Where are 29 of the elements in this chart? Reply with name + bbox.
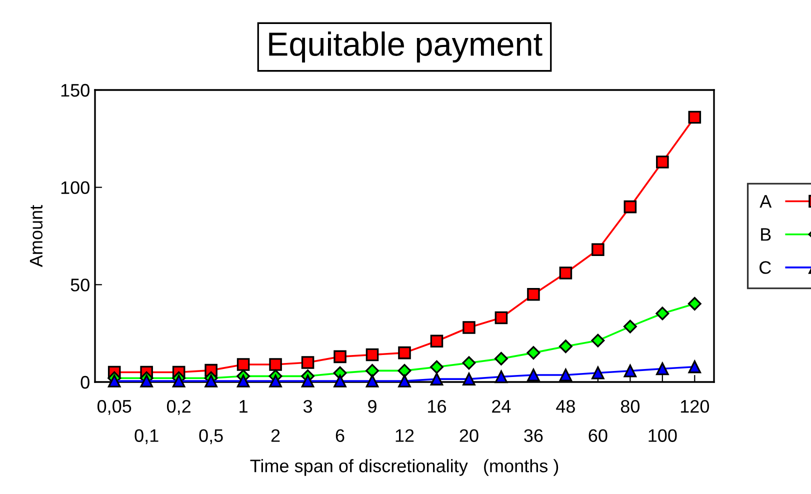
legend-label: C bbox=[760, 261, 771, 274]
x-tick-label: 9 bbox=[368, 400, 376, 413]
x-tick-label: 0,5 bbox=[199, 429, 223, 444]
x-tick-label: 2 bbox=[271, 429, 280, 442]
y-tick-label: 0 bbox=[80, 376, 90, 389]
x-tick-label: 0,05 bbox=[97, 400, 132, 415]
x-tick-label: 0,2 bbox=[166, 400, 190, 415]
x-tick-label: 48 bbox=[556, 400, 575, 413]
x-tick-label: 16 bbox=[428, 400, 446, 413]
y-axis-title: Amount bbox=[30, 205, 43, 268]
chart-title: Equitable payment bbox=[269, 31, 542, 63]
x-tick-label: 24 bbox=[492, 400, 511, 413]
legend-label: A bbox=[760, 195, 772, 208]
y-tick-label: 50 bbox=[70, 278, 90, 292]
x-tick-label: 60 bbox=[588, 429, 608, 442]
x-tick-label: 6 bbox=[336, 429, 344, 442]
y-tick-label: 100 bbox=[61, 181, 90, 194]
legend-label: B bbox=[761, 228, 771, 241]
x-tick-label: 120 bbox=[680, 400, 710, 413]
y-tick-label: 150 bbox=[61, 84, 90, 97]
x-tick-label: 80 bbox=[620, 400, 640, 413]
x-tick-label: 3 bbox=[303, 400, 312, 413]
x-tick-label: 12 bbox=[396, 429, 414, 442]
x-tick-label: 100 bbox=[648, 429, 677, 442]
x-tick-label: 0,1 bbox=[134, 429, 158, 444]
x-tick-label: 1 bbox=[240, 400, 248, 413]
x-axis-title: Time span of discretionality (months ) bbox=[250, 459, 558, 476]
x-tick-label: 36 bbox=[524, 429, 543, 442]
x-tick-label: 20 bbox=[460, 429, 478, 442]
